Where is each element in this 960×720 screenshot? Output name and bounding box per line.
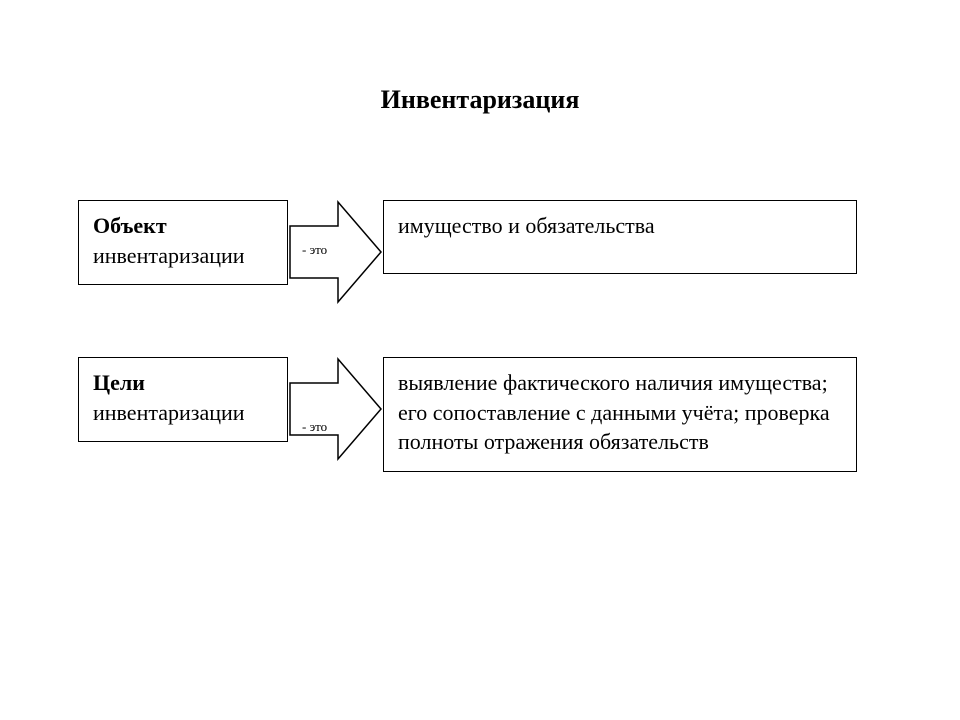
left-box-2-bold: Цели (93, 370, 145, 395)
left-box-1-bold: Объект (93, 213, 167, 238)
arrow-2-label: - это (302, 419, 327, 435)
arrow-2: - это (288, 357, 383, 461)
diagram-row-1: Объект инвентаризации - это имущество и … (78, 200, 857, 304)
diagram-row-2: Цели инвентаризации - это выявление факт… (78, 357, 857, 472)
left-box-2-rest: инвентаризации (93, 400, 245, 425)
arrow-1: - это (288, 200, 383, 304)
right-box-1: имущество и обязательства (383, 200, 857, 274)
right-box-2: выявление фактического наличия имущества… (383, 357, 857, 472)
arrow-shape-icon (288, 357, 383, 461)
diagram-title: Инвентаризация (0, 85, 960, 115)
left-box-1: Объект инвентаризации (78, 200, 288, 285)
left-box-1-rest: инвентаризации (93, 243, 245, 268)
arrow-1-label: - это (302, 242, 327, 258)
left-box-2: Цели инвентаризации (78, 357, 288, 442)
